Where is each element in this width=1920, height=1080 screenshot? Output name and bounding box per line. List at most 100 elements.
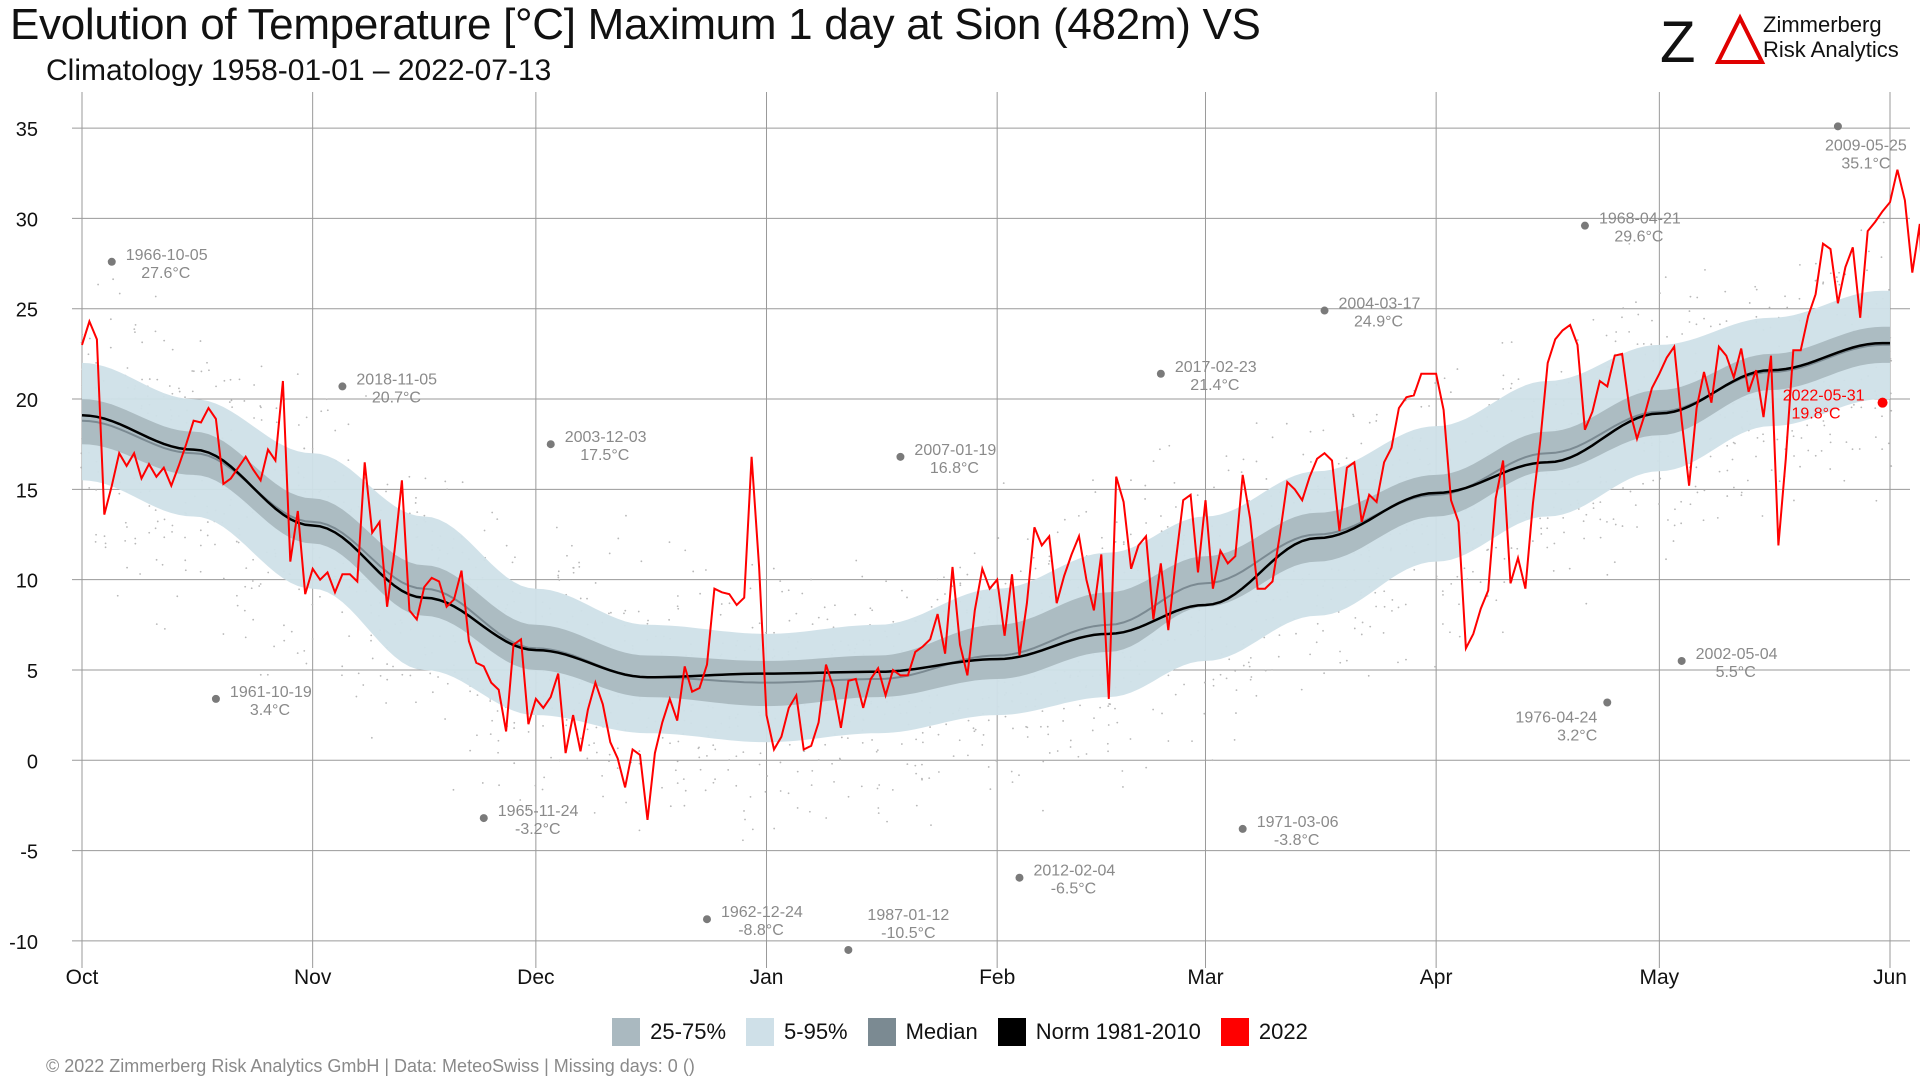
historical-dot <box>1196 494 1199 497</box>
historical-dot <box>967 754 969 757</box>
historical-dot <box>476 694 479 697</box>
legend-swatch <box>612 1018 641 1046</box>
historical-dot <box>208 369 210 372</box>
historical-dot <box>476 734 478 737</box>
record-value-label: 29.6°C <box>1614 229 1663 246</box>
historical-dot <box>638 750 641 752</box>
historical-dot <box>483 529 486 532</box>
historical-dot <box>855 559 858 562</box>
historical-dot <box>1881 448 1884 451</box>
historical-dot <box>876 787 879 790</box>
historical-dot <box>155 558 158 561</box>
historical-dot <box>1450 582 1453 585</box>
record-date-label: 2007-01-19 <box>914 442 996 459</box>
historical-dot <box>1689 503 1692 506</box>
historical-dot <box>974 728 977 731</box>
historical-dot <box>178 387 180 390</box>
historical-dot <box>1063 707 1065 710</box>
historical-dot <box>1458 603 1460 606</box>
historical-dot <box>1248 665 1251 668</box>
record-point <box>844 945 853 954</box>
x-tick-label: Jun <box>1873 966 1907 989</box>
legend-label: 2022 <box>1258 1019 1308 1044</box>
historical-dot <box>334 429 337 432</box>
historical-dot <box>401 673 404 676</box>
historical-dot <box>1310 461 1312 463</box>
record-point <box>338 382 347 391</box>
historical-dot <box>1242 458 1245 461</box>
x-tick-label: Dec <box>517 966 554 989</box>
historical-dot <box>1042 760 1045 763</box>
historical-dot <box>987 719 990 722</box>
historical-dot <box>1838 271 1840 274</box>
historical-dot <box>258 585 261 587</box>
historical-dot <box>773 827 776 830</box>
record-point <box>1833 122 1842 131</box>
historical-dot <box>452 788 455 791</box>
historical-dot <box>995 759 998 762</box>
historical-dot <box>1295 632 1297 635</box>
historical-dot <box>1568 567 1571 570</box>
historical-dot <box>588 744 591 747</box>
historical-dot <box>1798 264 1801 266</box>
historical-dot <box>1145 522 1148 524</box>
historical-dot <box>1316 622 1319 625</box>
historical-dot <box>1726 444 1729 447</box>
historical-dot <box>616 767 619 769</box>
historical-dot <box>586 728 589 731</box>
historical-dot <box>900 743 903 745</box>
historical-dot <box>305 416 308 419</box>
historical-dot <box>824 743 827 746</box>
historical-dot <box>1719 323 1721 326</box>
historical-dot <box>1375 605 1378 608</box>
historical-dot <box>1599 536 1602 539</box>
historical-dot <box>311 448 314 450</box>
historical-dot <box>1368 421 1371 424</box>
historical-dot <box>972 727 975 730</box>
historical-dot <box>446 488 448 491</box>
historical-dot <box>557 574 560 577</box>
historical-dot <box>572 566 575 569</box>
historical-dot <box>1606 520 1608 523</box>
historical-dot <box>1361 621 1364 624</box>
historical-dot <box>981 744 984 746</box>
y-tick-label: 10 <box>16 571 38 593</box>
historical-dot <box>1636 526 1638 528</box>
historical-dot <box>1709 325 1712 328</box>
historical-dot <box>1621 525 1624 527</box>
historical-dot <box>1726 469 1729 472</box>
historical-dot <box>921 731 924 734</box>
historical-dot <box>1770 469 1773 472</box>
historical-dot <box>906 763 909 765</box>
historical-dot <box>341 665 344 668</box>
historical-dot <box>928 777 931 780</box>
historical-dot <box>1546 546 1549 549</box>
chart-title: Evolution of Temperature [°C] Maximum 1 … <box>10 0 1261 49</box>
historical-dot <box>1391 609 1393 612</box>
historical-dot <box>719 613 722 616</box>
historical-dot <box>1300 688 1303 691</box>
historical-dot <box>1822 281 1825 284</box>
record-point <box>546 440 555 449</box>
historical-dot <box>1115 521 1118 523</box>
historical-dot <box>817 759 820 761</box>
historical-dot <box>231 406 234 409</box>
historical-dot <box>579 737 582 740</box>
historical-dot <box>861 575 864 578</box>
band-25-75 <box>82 326 1890 707</box>
historical-dot <box>1552 570 1555 572</box>
historical-dot <box>235 594 238 597</box>
historical-dot <box>1167 674 1170 677</box>
historical-dot <box>1838 283 1841 286</box>
historical-dot <box>1085 753 1088 755</box>
historical-dot <box>1510 341 1513 344</box>
historical-dot <box>1539 517 1542 520</box>
historical-dot <box>1800 437 1803 439</box>
historical-dot <box>437 676 439 678</box>
historical-dot <box>608 612 610 615</box>
historical-dot <box>88 337 91 340</box>
historical-dot <box>1026 736 1029 738</box>
historical-dot <box>623 612 625 615</box>
y-tick-label: 30 <box>16 209 38 231</box>
historical-dot <box>796 807 799 809</box>
